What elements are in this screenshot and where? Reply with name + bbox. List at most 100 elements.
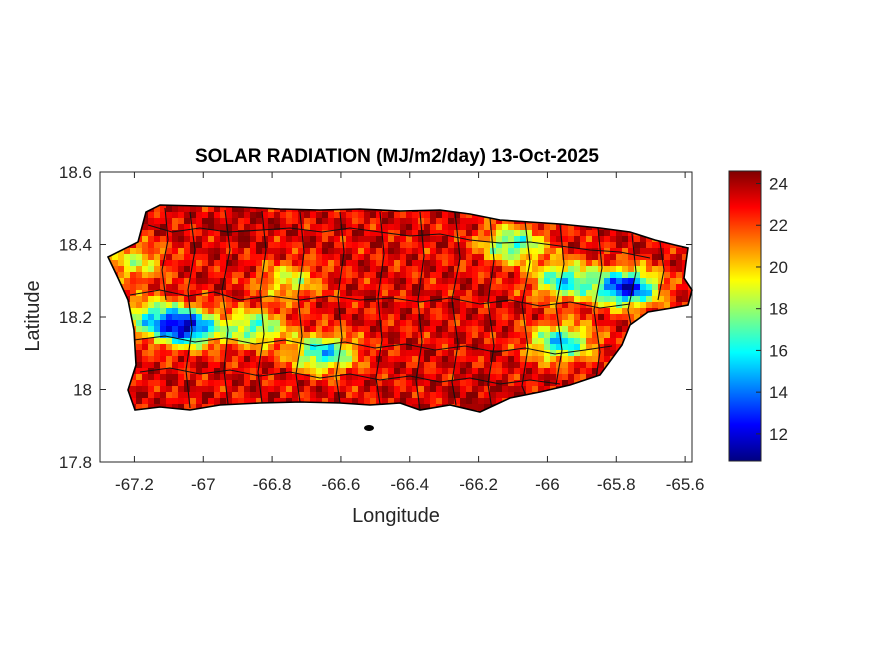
- field-cell: [586, 242, 593, 249]
- field-cell: [262, 248, 269, 255]
- field-cell: [196, 254, 203, 261]
- field-cell: [208, 260, 215, 267]
- field-cell: [514, 266, 521, 273]
- field-cell: [184, 326, 191, 333]
- field-cell: [214, 224, 221, 231]
- field-cell: [562, 230, 569, 237]
- field-cell: [160, 236, 167, 243]
- field-cell: [586, 260, 593, 267]
- field-cell: [430, 380, 437, 387]
- field-cell: [514, 230, 521, 237]
- field-cell: [178, 272, 185, 279]
- field-cell: [460, 308, 467, 315]
- field-cell: [364, 356, 371, 363]
- field-cell: [490, 380, 497, 387]
- field-cell: [148, 278, 155, 285]
- field-cell: [286, 326, 293, 333]
- colorbar-tick-label: 22: [769, 216, 788, 235]
- field-cell: [370, 230, 377, 237]
- field-cell: [418, 362, 425, 369]
- field-cell: [382, 260, 389, 267]
- field-cell: [202, 392, 209, 399]
- field-cell: [214, 338, 221, 345]
- field-cell: [520, 380, 527, 387]
- field-cell: [496, 302, 503, 309]
- field-cell: [382, 374, 389, 381]
- field-cell: [358, 338, 365, 345]
- field-cell: [592, 350, 599, 357]
- field-cell: [118, 272, 125, 279]
- field-cell: [562, 224, 569, 231]
- field-cell: [268, 242, 275, 249]
- field-cell: [592, 344, 599, 351]
- field-cell: [172, 320, 179, 327]
- x-tick-label: -65.8: [597, 475, 636, 494]
- field-cell: [154, 320, 161, 327]
- field-cell: [526, 248, 533, 255]
- field-cell: [580, 314, 587, 321]
- field-cell: [562, 338, 569, 345]
- field-cell: [184, 284, 191, 291]
- field-cell: [460, 266, 467, 273]
- field-cell: [670, 272, 677, 279]
- field-cell: [250, 320, 257, 327]
- field-cell: [316, 332, 323, 339]
- field-cell: [256, 350, 263, 357]
- field-cell: [148, 242, 155, 249]
- field-cell: [544, 386, 551, 393]
- field-cell: [466, 266, 473, 273]
- field-cell: [364, 218, 371, 225]
- field-cell: [352, 326, 359, 333]
- field-cell: [160, 380, 167, 387]
- field-cell: [610, 296, 617, 303]
- field-cell: [400, 302, 407, 309]
- field-cell: [214, 254, 221, 261]
- field-cell: [274, 320, 281, 327]
- field-cell: [148, 368, 155, 375]
- field-cell: [634, 272, 641, 279]
- field-cell: [556, 242, 563, 249]
- field-cell: [226, 272, 233, 279]
- field-cell: [616, 266, 623, 273]
- field-cell: [490, 284, 497, 291]
- field-cell: [358, 302, 365, 309]
- field-cell: [292, 272, 299, 279]
- field-cell: [478, 254, 485, 261]
- field-cell: [208, 230, 215, 237]
- field-cell: [238, 398, 245, 405]
- field-cell: [484, 272, 491, 279]
- field-cell: [130, 392, 137, 399]
- field-cell: [130, 284, 137, 291]
- field-cell: [598, 356, 605, 363]
- field-cell: [466, 404, 473, 411]
- field-cell: [604, 254, 611, 261]
- field-cell: [274, 254, 281, 261]
- field-cell: [334, 332, 341, 339]
- field-cell: [304, 332, 311, 339]
- field-cell: [580, 230, 587, 237]
- field-cell: [166, 284, 173, 291]
- field-cell: [166, 266, 173, 273]
- field-cell: [610, 284, 617, 291]
- field-cell: [532, 260, 539, 267]
- field-cell: [448, 386, 455, 393]
- field-cell: [340, 368, 347, 375]
- field-cell: [538, 314, 545, 321]
- field-cell: [442, 374, 449, 381]
- field-cell: [166, 362, 173, 369]
- field-cell: [634, 260, 641, 267]
- field-cell: [580, 326, 587, 333]
- field-cell: [208, 380, 215, 387]
- field-cell: [436, 272, 443, 279]
- field-cell: [304, 326, 311, 333]
- field-cell: [514, 350, 521, 357]
- field-cell: [352, 308, 359, 315]
- field-cell: [172, 296, 179, 303]
- field-cell: [274, 326, 281, 333]
- boundary-line: [415, 211, 425, 411]
- field-cell: [496, 278, 503, 285]
- field-cell: [496, 218, 503, 225]
- field-cell: [598, 284, 605, 291]
- field-cell: [316, 260, 323, 267]
- field-cell: [274, 350, 281, 357]
